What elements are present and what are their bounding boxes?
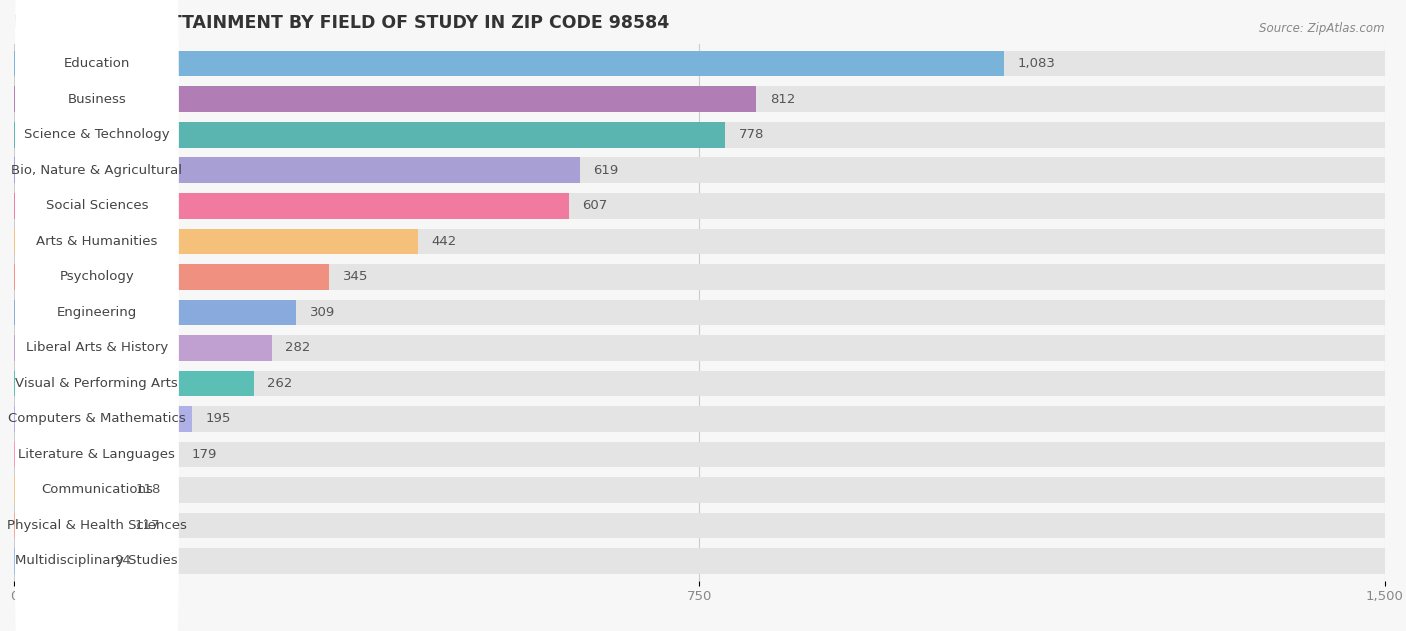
Text: 282: 282 [285, 341, 311, 355]
Text: Psychology: Psychology [59, 270, 134, 283]
Text: 118: 118 [135, 483, 160, 497]
Text: 117: 117 [135, 519, 160, 532]
Bar [14, 300, 297, 325]
FancyBboxPatch shape [15, 0, 179, 145]
Bar [14, 406, 193, 432]
Text: Physical & Health Sciences: Physical & Health Sciences [7, 519, 187, 532]
Text: Education: Education [63, 57, 129, 70]
Text: 94: 94 [114, 555, 131, 567]
FancyBboxPatch shape [15, 338, 179, 500]
FancyBboxPatch shape [15, 196, 179, 358]
Bar [14, 193, 569, 218]
Bar [14, 548, 1385, 574]
Bar [14, 122, 725, 148]
Bar [14, 51, 1004, 76]
FancyBboxPatch shape [15, 409, 179, 571]
Bar [14, 548, 100, 574]
Text: 619: 619 [593, 164, 619, 177]
Bar [14, 442, 177, 467]
Bar [14, 300, 1385, 325]
FancyBboxPatch shape [15, 266, 179, 429]
Bar [14, 442, 1385, 467]
Bar [14, 86, 1385, 112]
FancyBboxPatch shape [15, 54, 179, 216]
FancyBboxPatch shape [15, 231, 179, 394]
Bar [14, 477, 1385, 503]
Text: Communications: Communications [41, 483, 153, 497]
Bar [14, 335, 271, 361]
Text: 179: 179 [191, 448, 217, 461]
Text: 345: 345 [343, 270, 368, 283]
Text: Computers & Mathematics: Computers & Mathematics [8, 413, 186, 425]
FancyBboxPatch shape [15, 302, 179, 464]
Text: 1,083: 1,083 [1018, 57, 1056, 70]
Text: Source: ZipAtlas.com: Source: ZipAtlas.com [1260, 22, 1385, 35]
FancyBboxPatch shape [15, 444, 179, 607]
Text: 309: 309 [311, 306, 336, 319]
Text: Liberal Arts & History: Liberal Arts & History [25, 341, 167, 355]
Bar [14, 228, 418, 254]
Bar [14, 370, 1385, 396]
Text: 607: 607 [582, 199, 607, 212]
Text: EDUCATIONAL ATTAINMENT BY FIELD OF STUDY IN ZIP CODE 98584: EDUCATIONAL ATTAINMENT BY FIELD OF STUDY… [14, 13, 669, 32]
Bar [14, 512, 121, 538]
Text: Business: Business [67, 93, 127, 106]
Text: 778: 778 [738, 128, 763, 141]
Text: Arts & Humanities: Arts & Humanities [37, 235, 157, 248]
Bar [14, 370, 253, 396]
Text: 812: 812 [770, 93, 796, 106]
FancyBboxPatch shape [15, 89, 179, 252]
Bar [14, 193, 1385, 218]
Text: Science & Technology: Science & Technology [24, 128, 170, 141]
Bar [14, 264, 1385, 290]
Bar [14, 122, 1385, 148]
Bar [14, 51, 1385, 76]
Text: Engineering: Engineering [56, 306, 136, 319]
Bar [14, 477, 122, 503]
FancyBboxPatch shape [15, 480, 179, 631]
Text: Visual & Performing Arts: Visual & Performing Arts [15, 377, 179, 390]
Bar [14, 158, 1385, 183]
Text: Multidisciplinary Studies: Multidisciplinary Studies [15, 555, 179, 567]
FancyBboxPatch shape [15, 373, 179, 536]
Bar [14, 406, 1385, 432]
Bar [14, 228, 1385, 254]
Bar [14, 86, 756, 112]
Text: 262: 262 [267, 377, 292, 390]
Text: Literature & Languages: Literature & Languages [18, 448, 176, 461]
Bar [14, 335, 1385, 361]
Bar [14, 158, 579, 183]
Text: 442: 442 [432, 235, 457, 248]
Text: Bio, Nature & Agricultural: Bio, Nature & Agricultural [11, 164, 183, 177]
FancyBboxPatch shape [15, 124, 179, 287]
Text: Social Sciences: Social Sciences [45, 199, 148, 212]
Text: 195: 195 [207, 413, 232, 425]
FancyBboxPatch shape [15, 18, 179, 180]
FancyBboxPatch shape [15, 160, 179, 322]
Bar [14, 512, 1385, 538]
Bar [14, 264, 329, 290]
